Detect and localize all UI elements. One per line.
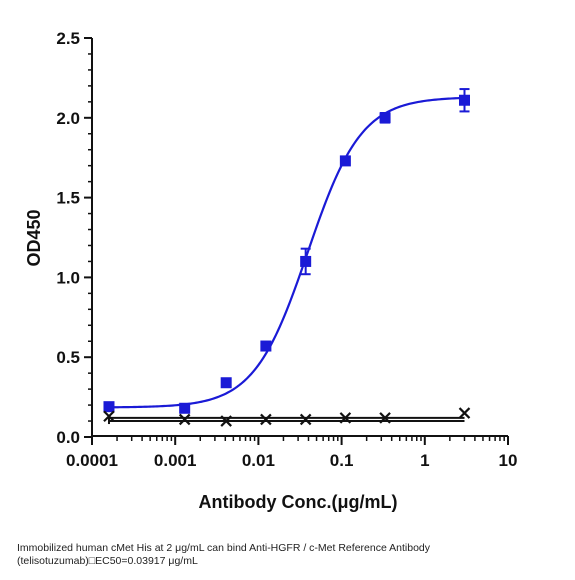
x-tick-label: 10 (499, 451, 518, 470)
data-point-square (220, 377, 232, 389)
axes: 0.0 0.5 1.0 1.5 2.0 2.5 0.0001 0.001 0.01 0.1 1 10 (56, 29, 517, 470)
x-tick-label: 0.01 (242, 451, 275, 470)
x-stroke (220, 415, 232, 427)
data-point-square (260, 340, 272, 352)
x-stroke (260, 413, 272, 426)
x-stroke (339, 412, 352, 424)
x-stroke (299, 413, 312, 426)
data-point-square (300, 255, 312, 267)
data-point-square (458, 94, 470, 106)
x-tick-label: 0.001 (154, 451, 197, 470)
caption-line-1: Immobilized human cMet His at 2 μg/mL ca… (17, 542, 430, 554)
caption-line-2: (telisotuzumab)□EC50=0.03917 μg/mL (17, 555, 198, 567)
figure-caption: Immobilized human cMet His at 2 μg/mL ca… (17, 542, 557, 568)
x-tick-label: 0.1 (330, 451, 354, 470)
data-point-x (260, 413, 272, 426)
fit-curve-series-0 (108, 96, 465, 409)
y-tick-label: 1.0 (56, 268, 80, 287)
x-tick-label: 0.0001 (66, 451, 118, 470)
fit-curves (107, 96, 465, 425)
x-tick-label: 1 (420, 451, 429, 470)
data-point-x (379, 412, 391, 424)
y-tick-label: 0.5 (56, 348, 80, 367)
data-point-square (339, 155, 351, 167)
x-stroke (379, 412, 391, 424)
data-marks (103, 88, 471, 427)
y-tick-label: 2.0 (56, 109, 80, 128)
y-tick-label: 2.5 (56, 29, 80, 48)
x-axis-title: Antibody Conc.(μg/mL) (199, 492, 398, 512)
y-tick-label: 1.5 (56, 189, 80, 208)
data-point-x (458, 407, 471, 419)
y-tick-label: 0.0 (56, 428, 80, 447)
x-stroke (178, 413, 191, 426)
y-axis-title: OD450 (24, 209, 44, 266)
data-point-square (379, 112, 391, 124)
x-stroke (458, 407, 471, 419)
x-stroke (103, 410, 115, 423)
data-point-x (178, 413, 191, 426)
data-point-x (339, 412, 352, 424)
chart: 0.00.51.01.52.02.50.0001 0.001 0.01 0.1 1 10 … (24, 29, 517, 512)
data-point-x (103, 410, 115, 423)
data-point-square (179, 402, 191, 414)
data-point-x (299, 413, 312, 426)
data-point-x (220, 415, 232, 427)
data-point-square (103, 401, 115, 413)
